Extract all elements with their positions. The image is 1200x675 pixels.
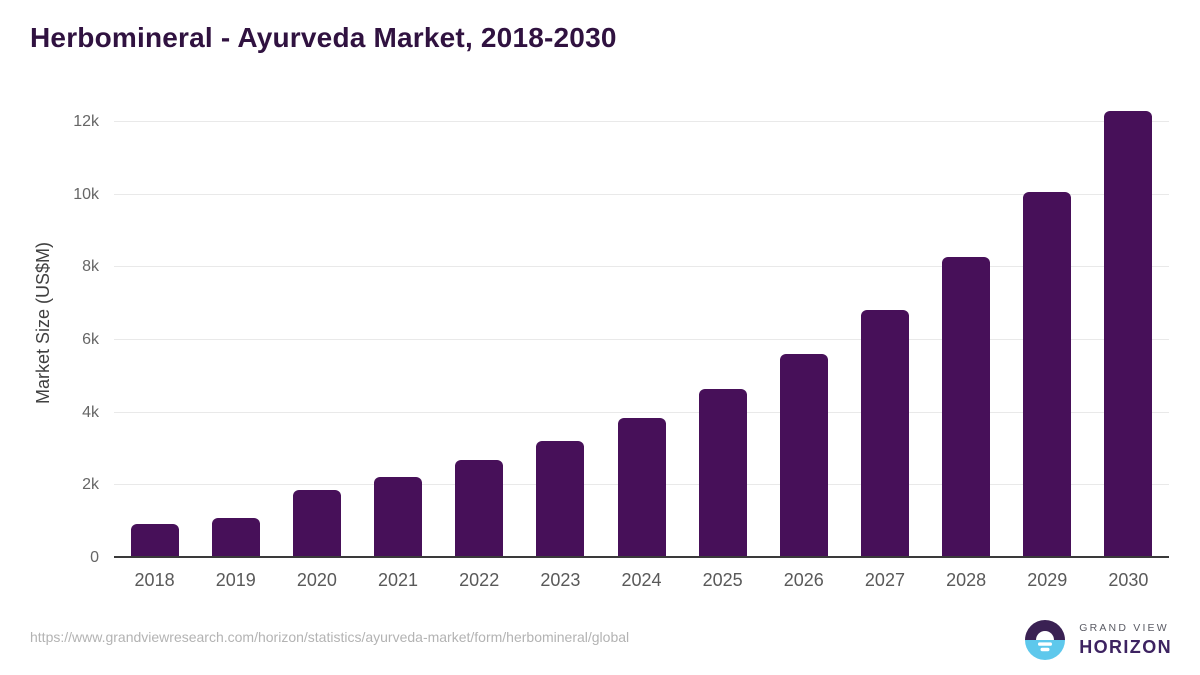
x-tick-2019: 2019 [215, 570, 256, 590]
bar-2021 [374, 476, 423, 558]
x-tick-2022: 2022 [459, 570, 500, 590]
x-tick-2024: 2024 [621, 570, 662, 590]
x-tick-2021: 2021 [378, 570, 419, 590]
bar-2022 [455, 460, 504, 558]
x-tick-2025: 2025 [702, 570, 743, 590]
x-tick-2023: 2023 [540, 570, 581, 590]
x-tick-2018: 2018 [134, 570, 175, 590]
bar-2019 [211, 518, 260, 558]
y-tick-6k: 6k [82, 331, 99, 348]
y-tick-0: 0 [90, 549, 99, 566]
gridline-12k [114, 121, 1169, 122]
horizon-logo-icon [1025, 620, 1066, 660]
bar-2029 [1023, 191, 1072, 558]
y-tick-10k: 10k [73, 185, 99, 203]
y-tick-12k: 12k [73, 113, 99, 130]
x-tick-2020: 2020 [296, 570, 337, 590]
gridline-4k [114, 411, 1169, 413]
logo-line-grand-view: GRAND VIEW [1079, 622, 1169, 634]
gridline-8k [114, 266, 1169, 268]
gridline-10k [114, 193, 1169, 195]
logo-wordmark: GRAND VIEW HORIZON [1079, 622, 1172, 658]
gridline-6k [114, 339, 1169, 340]
grandview-horizon-logo: GRAND VIEW HORIZON [1022, 617, 1172, 663]
y-axis-title: Market Size (US$M) [33, 241, 53, 405]
bar-2026 [779, 353, 828, 558]
y-tick-4k: 4k [82, 403, 99, 421]
x-tick-2030: 2030 [1108, 570, 1149, 590]
y-tick-2k: 2k [82, 476, 99, 494]
chart-title: Herbomineral - Ayurveda Market, 2018-203… [30, 22, 617, 53]
bar-2020 [292, 489, 341, 558]
x-tick-2026: 2026 [783, 570, 824, 590]
logo-line-horizon: HORIZON [1079, 637, 1172, 657]
plot-area: 0 2k 4k 6k 8k 10k 12k 2018 2019 2020 2021 2022 2023 2… [73, 100, 1169, 590]
x-tick-2029: 2029 [1027, 570, 1068, 590]
bar-2023 [536, 441, 585, 558]
x-tick-2028: 2028 [946, 570, 987, 590]
source-url: https://www.grandviewresearch.com/horizo… [30, 629, 630, 645]
bar-2025 [698, 389, 747, 558]
bar-2028 [942, 257, 991, 558]
bar-2018 [130, 524, 179, 558]
bar-2030 [1104, 111, 1153, 558]
y-tick-8k: 8k [82, 258, 99, 276]
x-tick-2027: 2027 [864, 570, 905, 590]
x-axis-line [114, 556, 1169, 558]
bar-2027 [860, 309, 909, 558]
bar-2024 [617, 418, 666, 558]
